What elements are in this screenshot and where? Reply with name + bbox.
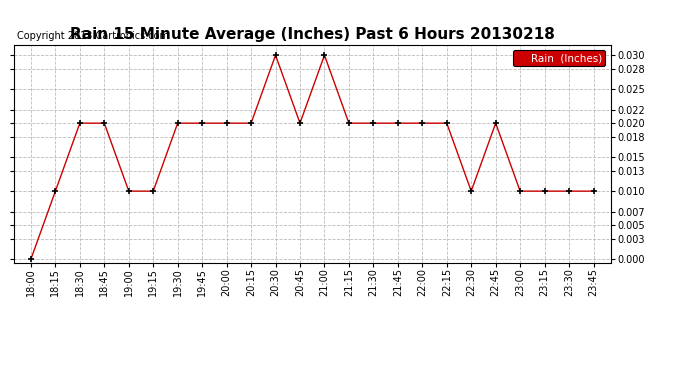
Text: Copyright 2013 Cartronics.com: Copyright 2013 Cartronics.com [17,31,169,40]
Legend: Rain  (Inches): Rain (Inches) [513,50,605,66]
Title: Rain 15 Minute Average (Inches) Past 6 Hours 20130218: Rain 15 Minute Average (Inches) Past 6 H… [70,27,555,42]
